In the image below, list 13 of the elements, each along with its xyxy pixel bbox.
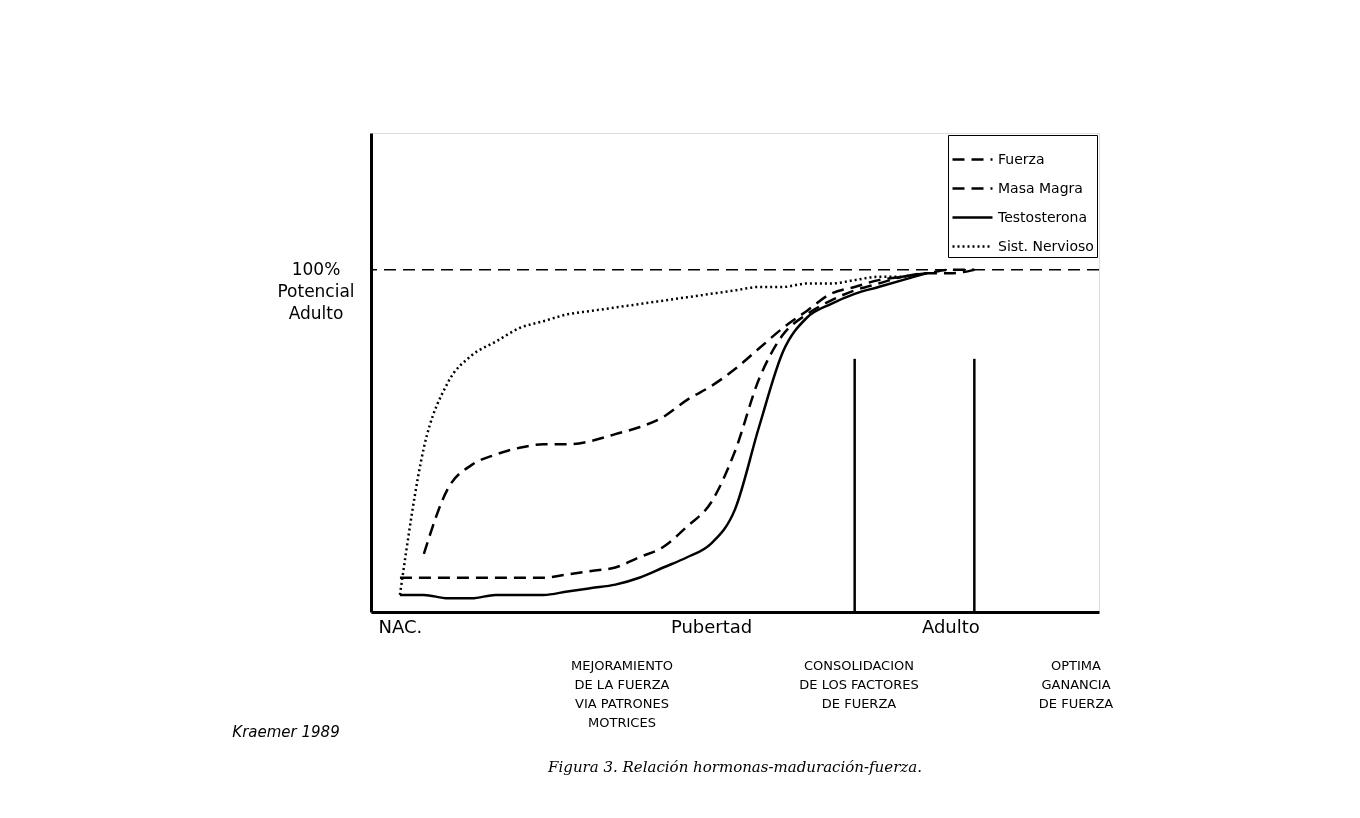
x-tick-label: NAC.: [378, 615, 423, 637]
text: OPTIMA GANANCIA DE FUERZA: [1038, 658, 1114, 711]
text: Kraemer 1989: [232, 723, 340, 741]
text: Figura 3. Relación hormonas-maduración-fuerza.: [547, 758, 922, 776]
text: MEJORAMIENTO DE LA FUERZA VIA PATRONES MOTRICES: [570, 658, 674, 730]
legend-label: Sist. Nervioso: [998, 237, 1094, 254]
legend-label: Testosterona: [997, 208, 1087, 225]
x-tick-label: Pubertad: [670, 615, 753, 637]
ref-line-label: 100% Potencial Adulto: [277, 258, 355, 323]
legend-label: Fuerza: [998, 150, 1045, 167]
x-tick-label: Adulto: [921, 615, 980, 637]
legend-label: Masa Magra: [998, 179, 1083, 196]
text: CONSOLIDACION DE LOS FACTORES DE FUERZA: [799, 658, 919, 711]
